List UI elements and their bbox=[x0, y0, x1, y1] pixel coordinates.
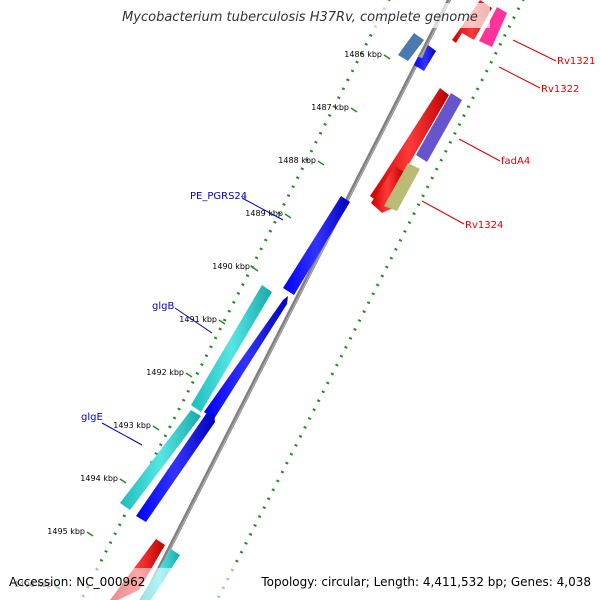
kbp-label: 1494 kbp bbox=[80, 474, 118, 483]
title-backing bbox=[108, 3, 490, 28]
kbp-tick bbox=[86, 531, 94, 537]
footer-backing bbox=[0, 568, 600, 600]
map-title: Mycobacterium tuberculosis H37Rv, comple… bbox=[122, 10, 478, 25]
accession-text: Accession: NC_000962 bbox=[9, 575, 145, 589]
kbp-tick bbox=[119, 478, 127, 484]
gene-labels: PE_PGRS24 glgB glgE Rv1321 Rv1322 fadA4 … bbox=[81, 56, 595, 423]
label-rv1322: Rv1322 bbox=[541, 84, 579, 95]
label-rv1324: Rv1324 bbox=[465, 220, 503, 231]
gene-blue-1491 bbox=[204, 296, 288, 419]
gene-glgb bbox=[191, 285, 272, 412]
kbp-label: 1492 kbp bbox=[146, 368, 184, 377]
leader-rv1321 bbox=[512, 39, 557, 62]
leader-glgb bbox=[174, 307, 213, 334]
gene-steel-1486 bbox=[398, 33, 424, 61]
kbp-label: 1491 kbp bbox=[179, 315, 217, 324]
label-glge: glgE bbox=[81, 412, 103, 423]
gene-rv1324 bbox=[371, 166, 404, 213]
gene-olive bbox=[384, 163, 420, 211]
kbp-label: 1487 kbp bbox=[311, 103, 349, 112]
kbp-tick bbox=[383, 54, 391, 60]
leader-glge bbox=[101, 422, 143, 446]
leader-lines bbox=[101, 39, 557, 446]
kbp-tick bbox=[185, 372, 193, 378]
kbp-tick bbox=[317, 160, 325, 166]
gene-pe-pgrs24 bbox=[283, 196, 350, 295]
gene-blue-1493 bbox=[136, 414, 215, 522]
kbp-label: 1490 kbp bbox=[212, 262, 250, 271]
gene-rv1321 bbox=[479, 7, 507, 47]
kbp-tick bbox=[152, 425, 160, 431]
reverse-genes bbox=[110, 0, 507, 600]
backbone-highlight bbox=[143, 0, 451, 600]
genome-summary-text: Topology: circular; Length: 4,411,532 bp… bbox=[260, 575, 591, 589]
label-rv1321: Rv1321 bbox=[557, 56, 595, 67]
kbp-tick bbox=[350, 107, 358, 113]
label-glgb: glgB bbox=[152, 301, 174, 312]
gene-fada4 bbox=[416, 93, 462, 162]
kbp-tick bbox=[251, 266, 259, 272]
gene-blue-1486 bbox=[414, 45, 436, 71]
leader-pe-pgrs24 bbox=[241, 197, 284, 221]
inner-ruler-dots bbox=[79, 0, 391, 600]
backbone-line bbox=[140, 0, 452, 600]
label-fada4: fadA4 bbox=[501, 156, 530, 167]
kbp-label: 1488 kbp bbox=[278, 156, 316, 165]
kbp-label: 1495 kbp bbox=[47, 527, 85, 536]
kbp-label: 1486 kbp bbox=[344, 50, 382, 59]
kbp-tick bbox=[284, 213, 292, 219]
forward-genes bbox=[136, 33, 436, 522]
kbp-label: 1489 kbp bbox=[245, 209, 283, 218]
label-pe-pgrs24: PE_PGRS24 bbox=[190, 191, 247, 202]
leader-fada4 bbox=[458, 138, 501, 162]
kbp-ruler: 1486 kbp 1487 kbp 1488 kbp 1489 kbp 1490 kbp… bbox=[14, 50, 391, 590]
kbp-tick bbox=[218, 319, 226, 325]
leader-rv1322 bbox=[498, 66, 541, 89]
kbp-label: 1493 kbp bbox=[113, 421, 151, 430]
leader-rv1324 bbox=[421, 200, 465, 225]
cyan-genes bbox=[120, 285, 272, 510]
gene-glge bbox=[120, 410, 201, 510]
